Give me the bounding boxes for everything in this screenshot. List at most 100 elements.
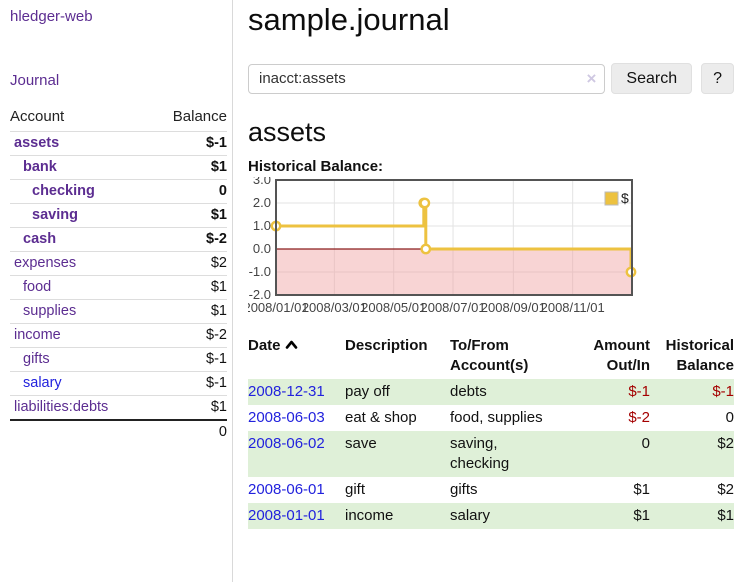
account-balance: $-1 <box>149 131 227 156</box>
account-row: saving $1 <box>10 203 227 228</box>
svg-text:2.0: 2.0 <box>253 195 271 210</box>
svg-text:2008/01/01: 2008/01/01 <box>248 300 309 315</box>
account-balance: $1 <box>149 275 227 300</box>
svg-text:0.0: 0.0 <box>253 241 271 256</box>
account-balance: $2 <box>149 251 227 276</box>
account-row: expenses $2 <box>10 251 227 276</box>
account-link-cash[interactable]: cash <box>23 231 57 247</box>
account-link-checking[interactable]: checking <box>32 183 95 199</box>
sort-ascending-icon <box>285 340 297 349</box>
transaction-date-link[interactable]: 2008-01-01 <box>248 507 325 524</box>
register-accounts-cell: saving, checking <box>450 435 510 472</box>
app-brand-link[interactable]: hledger-web <box>10 8 93 25</box>
account-link-gifts[interactable]: gifts <box>23 351 50 367</box>
account-heading: assets <box>248 117 327 147</box>
account-name-cell: salary <box>10 371 150 396</box>
account-balance: 0 <box>149 179 227 204</box>
register-col-date-label: Date <box>248 337 281 354</box>
accounts-col-balance: Balance <box>172 108 227 125</box>
account-row: food $1 <box>10 275 227 300</box>
register-col-balance: Historical Balance <box>665 337 734 374</box>
register-col-account: To/From Account(s) <box>450 337 529 374</box>
register-amount-cell: $1 <box>633 481 650 498</box>
account-name-cell: supplies <box>10 299 150 324</box>
register-balance-cell: $-1 <box>712 383 734 400</box>
account-link-assets[interactable]: assets <box>14 135 60 151</box>
register-table: Date Description To/From Account(s) Amou… <box>248 334 734 529</box>
register-row: 2008-06-03 eat & shop food, supplies $-2 0 <box>248 405 734 431</box>
account-name-cell: cash <box>10 227 150 252</box>
svg-text:-2.0: -2.0 <box>249 287 271 302</box>
account-balance: $1 <box>149 203 227 228</box>
register-col-date[interactable]: Date <box>248 334 345 379</box>
register-date-cell: 2008-01-01 <box>248 503 345 529</box>
register-description-cell: income <box>345 507 394 524</box>
register-balance-cell: 0 <box>725 409 734 426</box>
account-balance: $1 <box>149 155 227 180</box>
transaction-date-link[interactable]: 2008-06-01 <box>248 481 325 498</box>
account-name-cell: saving <box>10 203 150 228</box>
sidebar: hledger-web Journal Account Balance asse… <box>0 0 233 582</box>
account-name-cell: gifts <box>10 347 150 372</box>
accounts-col-account: Account <box>10 108 65 125</box>
search-button[interactable]: Search <box>611 63 693 94</box>
register-date-cell: 2008-06-03 <box>248 405 345 431</box>
account-balance: $1 <box>149 395 227 420</box>
account-link-bank[interactable]: bank <box>23 159 57 175</box>
register-row: 2008-12-31 pay off debts $-1 $-1 <box>248 379 734 405</box>
register-balance-cell: $2 <box>717 481 734 498</box>
register-amount-cell: $-1 <box>628 383 650 400</box>
account-name-cell: liabilities:debts <box>10 395 150 420</box>
svg-text:2008/11/01: 2008/11/01 <box>541 300 605 315</box>
register-balance-cell: $2 <box>717 435 734 452</box>
register-description-cell: save <box>345 435 377 452</box>
register-date-cell: 2008-12-31 <box>248 379 345 405</box>
register-balance-cell: $1 <box>717 507 734 524</box>
account-link-expenses[interactable]: expenses <box>14 255 77 271</box>
accounts-total-value: 0 <box>149 419 227 444</box>
register-row: 2008-06-01 gift gifts $1 $2 <box>248 477 734 503</box>
register-col-amount: Amount Out/In <box>593 337 650 374</box>
svg-text:2008/07/01: 2008/07/01 <box>420 300 485 315</box>
svg-text:-1.0: -1.0 <box>249 264 271 279</box>
accounts-total-row: 0 <box>10 419 227 444</box>
account-row: cash $-2 <box>10 227 227 252</box>
svg-text:2008/09/01: 2008/09/01 <box>481 300 546 315</box>
register-amount-cell: 0 <box>641 435 650 452</box>
clear-search-icon[interactable]: × <box>586 68 597 88</box>
register-accounts-cell: food, supplies <box>450 409 543 426</box>
account-row: supplies $1 <box>10 299 227 324</box>
account-rows: assets $-1 bank $1 checking 0 saving $1 cash $-2 e… <box>10 131 227 420</box>
register-col-description: Description <box>345 337 428 354</box>
chart-canvas: $3.0 2.0 1.0 0.0 -1.0 -2.02008/01/012008/03/0… <box>243 172 637 315</box>
account-balance: $-2 <box>149 227 227 252</box>
account-row: income $-2 <box>10 323 227 348</box>
svg-text:1.0: 1.0 <box>253 218 271 233</box>
account-link-saving[interactable]: saving <box>32 207 78 223</box>
sidebar-item-journal[interactable]: Journal <box>10 72 60 89</box>
account-row: bank $1 <box>10 155 227 180</box>
transaction-date-link[interactable]: 2008-06-03 <box>248 409 325 426</box>
account-link-income[interactable]: income <box>14 327 61 343</box>
transaction-date-link[interactable]: 2008-06-02 <box>248 435 325 452</box>
register-accounts-cell: salary <box>450 507 491 524</box>
svg-text:3.0: 3.0 <box>253 177 271 187</box>
account-row: assets $-1 <box>10 131 227 156</box>
account-balance: $-1 <box>149 371 227 396</box>
search-input[interactable] <box>248 63 606 94</box>
help-button[interactable]: ? <box>701 63 734 94</box>
account-link-liabilities-debts[interactable]: liabilities:debts <box>14 399 109 415</box>
register-row: 2008-01-01 income salary $1 $1 <box>248 503 734 529</box>
register-amount-cell: $1 <box>633 507 650 524</box>
account-name-cell: food <box>10 275 150 300</box>
register-description-cell: eat & shop <box>345 409 417 426</box>
account-link-supplies[interactable]: supplies <box>23 303 77 319</box>
svg-text:$: $ <box>621 190 629 206</box>
account-link-salary[interactable]: salary <box>23 375 62 391</box>
transaction-date-link[interactable]: 2008-12-31 <box>248 383 325 400</box>
accounts-table: Account Balance assets $-1 bank $1 checking 0… <box>10 105 227 444</box>
account-balance: $-2 <box>149 323 227 348</box>
register-accounts-cell: debts <box>450 383 487 400</box>
account-link-food[interactable]: food <box>23 279 52 295</box>
register-amount-cell: $-2 <box>628 409 650 426</box>
